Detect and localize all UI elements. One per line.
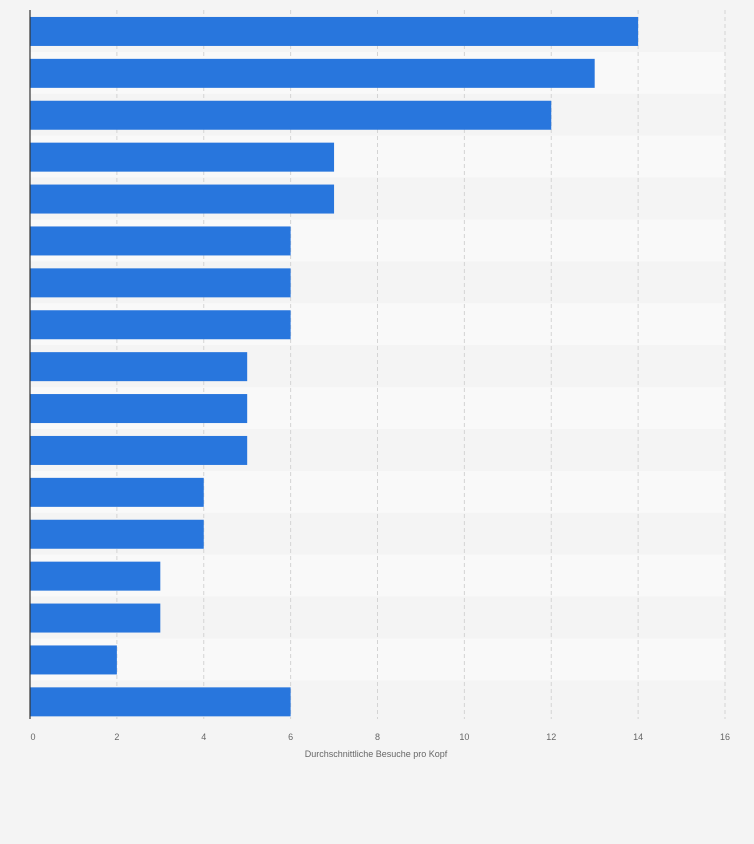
x-tick-label: 6	[288, 732, 293, 742]
bar	[30, 519, 204, 549]
x-tick-label: 12	[546, 732, 556, 742]
bar	[30, 268, 291, 298]
bar	[30, 477, 204, 507]
bars	[30, 16, 639, 717]
x-tick-label: 8	[375, 732, 380, 742]
x-tick-label: 2	[114, 732, 119, 742]
bar	[30, 645, 117, 675]
bar	[30, 16, 639, 46]
bar	[30, 394, 248, 424]
bar	[30, 687, 291, 717]
bar	[30, 435, 248, 465]
bar	[30, 310, 291, 340]
bar	[30, 184, 335, 214]
row-band	[30, 638, 725, 681]
bar	[30, 226, 291, 256]
bar	[30, 100, 552, 130]
x-tick-labels: 0 2 4 6 8 10 12 14 16	[30, 732, 730, 742]
x-tick-label: 16	[720, 732, 730, 742]
grid-lines	[116, 10, 726, 719]
bar	[30, 58, 595, 88]
x-tick-label: 14	[633, 732, 643, 742]
x-tick-label: 0	[30, 732, 35, 742]
bar	[30, 352, 248, 382]
x-tick-label: 4	[201, 732, 206, 742]
x-tick-label: 10	[459, 732, 469, 742]
bar	[30, 142, 335, 172]
x-axis-title: Durchschnittliche Besuche pro Kopf	[305, 749, 448, 759]
bar	[30, 603, 161, 633]
bar	[30, 561, 161, 591]
